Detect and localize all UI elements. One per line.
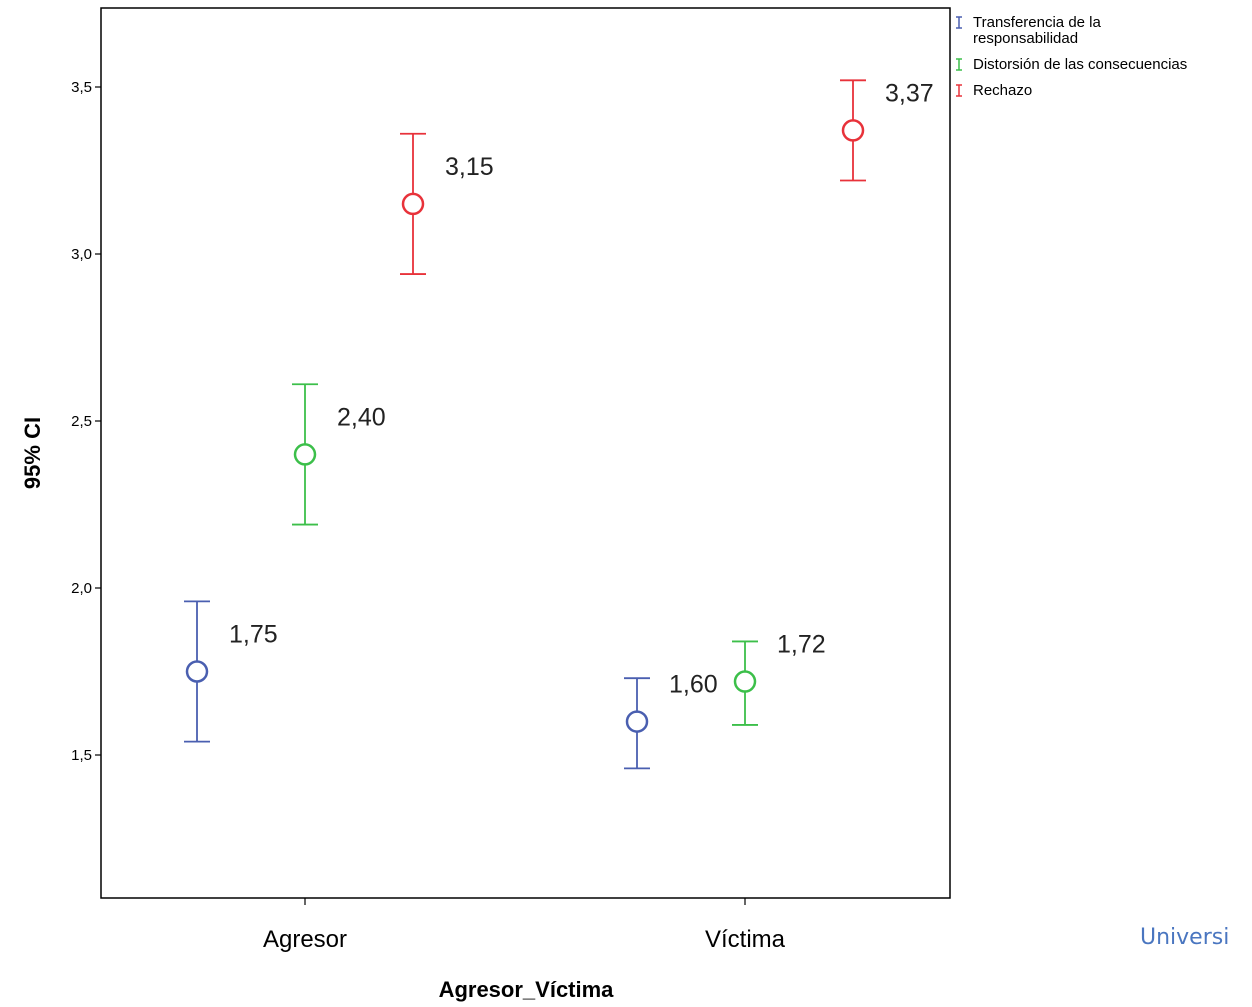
x-tick-label: Agresor	[263, 926, 347, 953]
error-bar-group: 2,40	[292, 383, 386, 526]
error-bar-group: 1,72	[732, 631, 826, 726]
error-bar-group: 3,37	[840, 79, 934, 182]
data-label: 1,75	[229, 621, 278, 649]
y-axis-title: 95% CI	[20, 417, 45, 489]
data-label: 3,37	[885, 79, 934, 107]
y-tick-label: 3,0	[71, 246, 92, 263]
chart-marks: 1,75 1,60 2,40 1,72 3,15 3,37	[184, 79, 934, 770]
x-axis: Agresor Víctima	[263, 898, 786, 953]
data-label: 1,72	[777, 631, 826, 659]
x-axis-title: Agresor_Víctima	[439, 977, 615, 1002]
error-bar-group: 1,75	[184, 600, 278, 743]
y-axis: 1,5 2,0 2,5 3,0 3,5	[71, 79, 101, 764]
legend-label: Transferencia de la	[973, 14, 1102, 31]
mean-point	[733, 670, 757, 693]
data-label: 3,15	[445, 153, 494, 181]
mean-point	[185, 660, 209, 683]
legend-label: Distorsión de las consecuencias	[973, 56, 1187, 73]
legend-label: Rechazo	[973, 82, 1032, 99]
x-tick-label: Víctima	[705, 926, 786, 953]
legend-item: Distorsión de las consecuencias	[956, 56, 1187, 73]
y-tick-label: 2,0	[71, 580, 92, 597]
error-bar-group: 3,15	[400, 132, 494, 275]
y-tick-label: 2,5	[71, 413, 92, 430]
mean-point	[293, 443, 317, 466]
mean-point	[401, 192, 425, 216]
y-tick-label: 3,5	[71, 79, 92, 96]
mean-point	[841, 119, 865, 142]
error-bar-group: 1,60	[624, 671, 718, 770]
data-label: 2,40	[337, 403, 386, 431]
legend-label: responsabilidad	[973, 30, 1078, 47]
legend-item: Rechazo	[956, 82, 1032, 99]
plot-frame	[100, 7, 951, 899]
watermark-text: Universi	[1140, 925, 1230, 950]
mean-point	[625, 710, 649, 733]
data-label: 1,60	[669, 671, 718, 699]
y-tick-label: 1,5	[71, 747, 92, 764]
